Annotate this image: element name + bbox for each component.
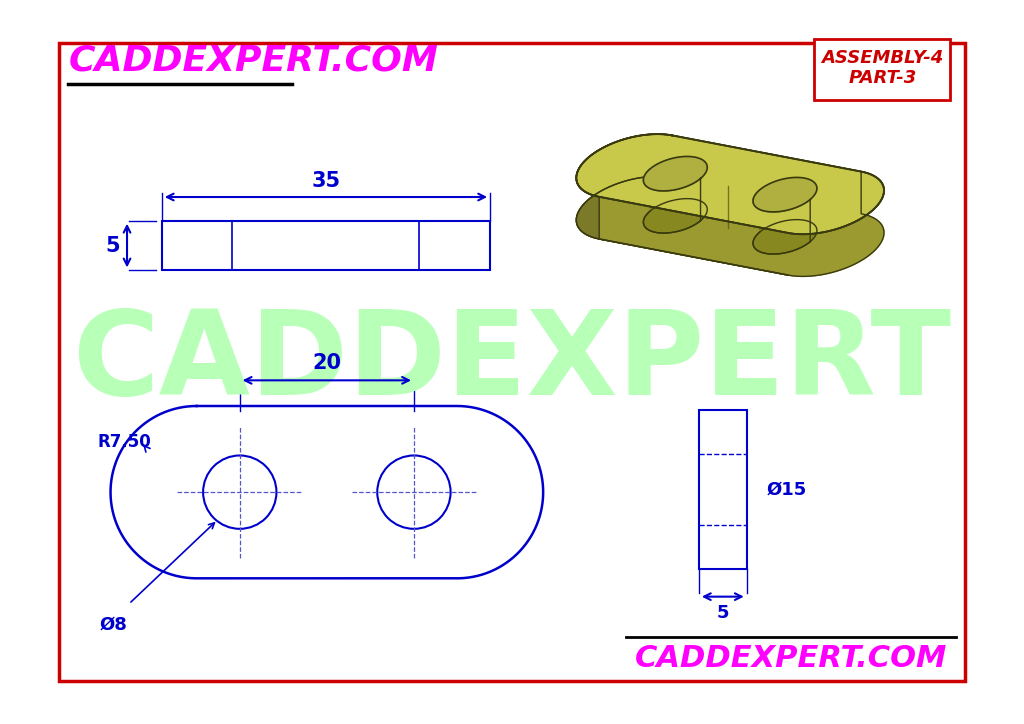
- Polygon shape: [753, 219, 817, 254]
- Polygon shape: [577, 134, 884, 235]
- Polygon shape: [753, 177, 817, 212]
- Polygon shape: [643, 156, 708, 191]
- Text: 20: 20: [312, 353, 341, 373]
- Polygon shape: [577, 134, 884, 277]
- Polygon shape: [577, 134, 672, 239]
- Ellipse shape: [203, 455, 276, 529]
- Text: Ø15: Ø15: [767, 481, 807, 498]
- Bar: [699, 410, 746, 569]
- Text: R7.50: R7.50: [97, 433, 152, 451]
- Bar: [162, 221, 490, 270]
- Bar: [814, 39, 950, 100]
- Text: PART-3: PART-3: [848, 69, 916, 87]
- Text: Ø8: Ø8: [99, 615, 127, 634]
- Text: CADDEXPERT.COM: CADDEXPERT.COM: [69, 44, 438, 78]
- Polygon shape: [643, 198, 708, 233]
- Ellipse shape: [377, 455, 451, 529]
- Polygon shape: [643, 169, 700, 233]
- Polygon shape: [753, 190, 810, 254]
- Text: CADDEXPERT: CADDEXPERT: [73, 305, 951, 419]
- Text: 35: 35: [311, 171, 341, 190]
- Text: CADDEXPERT.COM: CADDEXPERT.COM: [635, 644, 947, 673]
- Polygon shape: [111, 406, 543, 578]
- Text: ASSEMBLY-4: ASSEMBLY-4: [821, 49, 943, 67]
- Polygon shape: [577, 134, 884, 235]
- Text: 5: 5: [717, 604, 729, 622]
- Text: 5: 5: [105, 235, 120, 256]
